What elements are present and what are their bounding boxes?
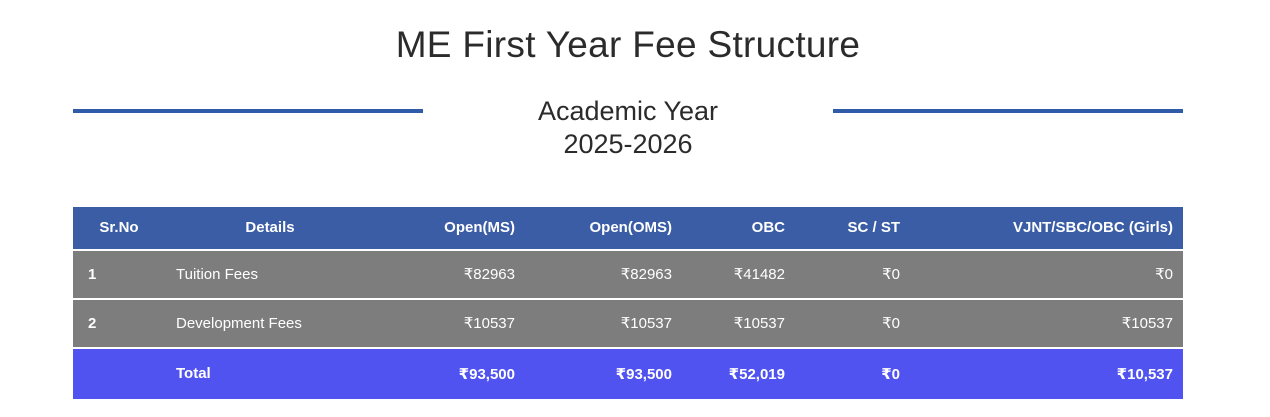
- table-row-development-fees: 2 Development Fees ₹10537 ₹10537 ₹10537 …: [73, 298, 1183, 349]
- table-row-total: Total ₹93,500 ₹93,500 ₹52,019 ₹0 ₹10,537: [73, 347, 1183, 399]
- sc-st-cell: ₹0: [795, 249, 910, 300]
- column-header-sc-st: SC / ST: [795, 206, 910, 251]
- obc-cell: ₹10537: [682, 298, 795, 349]
- sc-st-cell: ₹0: [795, 298, 910, 349]
- page-title: ME First Year Fee Structure: [395, 24, 861, 65]
- total-sc-st-cell: ₹0: [795, 347, 910, 399]
- column-header-open-ms: Open(MS): [375, 206, 525, 251]
- fee-structure-table: Sr.No Details Open(MS) Open(OMS) OBC SC …: [73, 206, 1183, 399]
- page-container: ME First Year Fee Structure Academic Yea…: [73, 0, 1183, 399]
- details-cell: Tuition Fees: [165, 249, 375, 300]
- open-oms-cell: ₹82963: [525, 249, 682, 300]
- open-ms-cell: ₹10537: [375, 298, 525, 349]
- decorative-rule-left: [73, 108, 423, 113]
- column-header-obc: OBC: [682, 206, 795, 251]
- subtitle-row: Academic Year 2025-2026: [73, 95, 1183, 161]
- obc-cell: ₹41482: [682, 249, 795, 300]
- total-obc-cell: ₹52,019: [682, 347, 795, 399]
- srno-cell: 2: [73, 298, 165, 349]
- details-cell: Development Fees: [165, 298, 375, 349]
- total-vjnt-sbc-obc-girls-cell: ₹10,537: [910, 347, 1183, 399]
- column-header-srno: Sr.No: [73, 206, 165, 251]
- decorative-rule-right: [833, 108, 1183, 113]
- open-ms-cell: ₹82963: [375, 249, 525, 300]
- vjnt-sbc-obc-girls-cell: ₹0: [910, 249, 1183, 300]
- table-header-row: Sr.No Details Open(MS) Open(OMS) OBC SC …: [73, 206, 1183, 251]
- academic-year-range: 2025-2026: [563, 128, 693, 159]
- column-header-open-oms: Open(OMS): [525, 206, 682, 251]
- academic-year-subtitle: Academic Year 2025-2026: [423, 95, 833, 161]
- total-label-cell: Total: [165, 347, 375, 399]
- vjnt-sbc-obc-girls-cell: ₹10537: [910, 298, 1183, 349]
- srno-cell: [73, 347, 165, 399]
- table-row-tuition-fees: 1 Tuition Fees ₹82963 ₹82963 ₹41482 ₹0 ₹…: [73, 249, 1183, 300]
- column-header-details: Details: [165, 206, 375, 251]
- total-open-ms-cell: ₹93,500: [375, 347, 525, 399]
- total-open-oms-cell: ₹93,500: [525, 347, 682, 399]
- open-oms-cell: ₹10537: [525, 298, 682, 349]
- academic-year-label: Academic Year: [537, 95, 719, 126]
- srno-cell: 1: [73, 249, 165, 300]
- column-header-vjnt-sbc-obc-girls: VJNT/SBC/OBC (Girls): [910, 206, 1183, 251]
